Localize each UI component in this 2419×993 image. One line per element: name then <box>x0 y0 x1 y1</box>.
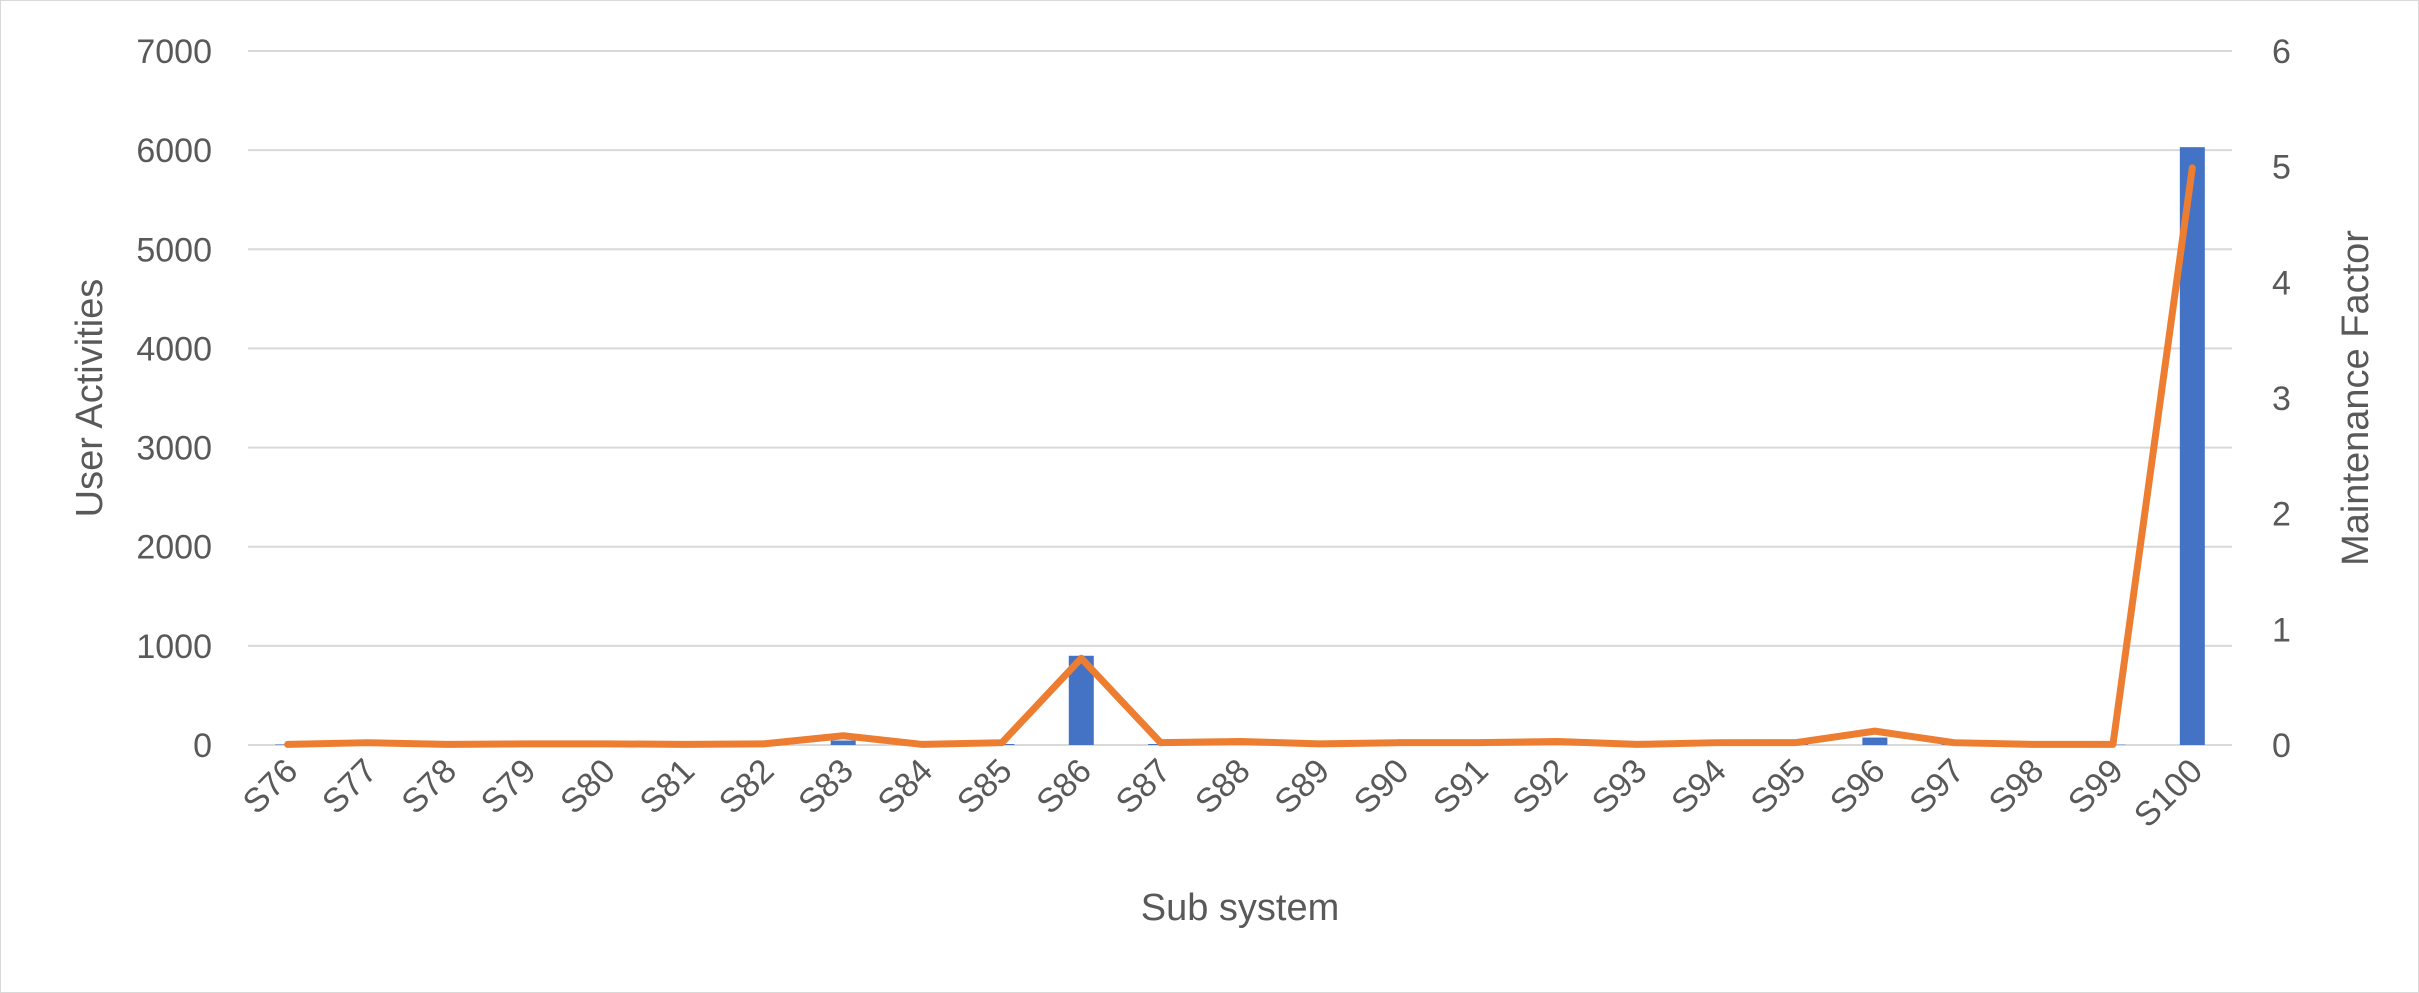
x-tick-label: S89 <box>1267 752 1337 822</box>
x-tick-label: S99 <box>2061 752 2131 822</box>
x-tick-label: S84 <box>871 752 941 822</box>
x-tick-label: S90 <box>1347 752 1417 822</box>
y-tick-label: 4000 <box>136 330 212 368</box>
y-tick-label: 2000 <box>136 529 212 567</box>
x-tick-label: S79 <box>474 752 544 822</box>
x-tick-label: S88 <box>1188 752 1258 822</box>
x-tick-label: S81 <box>632 752 702 822</box>
x-tick-label: S93 <box>1585 752 1655 822</box>
y2-tick-label: 5 <box>2272 149 2291 187</box>
y-tick-label: 7000 <box>136 33 212 71</box>
x-axis-ticks: S76 S77 S78 S79 S80 S81 S82 S83 S84 S85 S86 S87 S88 S… <box>236 752 2210 835</box>
x-tick-label: S87 <box>1109 752 1179 822</box>
x-tick-label: S92 <box>1505 752 1575 822</box>
x-tick-label: S94 <box>1664 752 1734 822</box>
x-tick-label: S86 <box>1029 752 1099 822</box>
y-tick-label: 1000 <box>136 628 212 666</box>
x-tick-label: S95 <box>1744 752 1814 822</box>
x-tick-label: S82 <box>712 752 782 822</box>
x-tick-label: S83 <box>791 752 861 822</box>
y2-tick-label: 6 <box>2272 33 2291 71</box>
line-series <box>284 164 2196 748</box>
x-tick-label: S78 <box>394 752 464 822</box>
x-axis-title: Sub system <box>1141 887 1340 929</box>
y2-axis-title: Maintenance Factor <box>2335 230 2377 566</box>
y2-tick-label: 0 <box>2272 727 2291 765</box>
y-axis-left-ticks: 0 1000 2000 3000 4000 5000 6000 7000 <box>136 33 212 765</box>
x-tick-label: S97 <box>1902 752 1972 822</box>
y-tick-label: 0 <box>193 727 212 765</box>
x-tick-label: S85 <box>950 752 1020 822</box>
y-tick-label: 5000 <box>136 231 212 269</box>
y-axis-right-ticks: 0 1 2 3 4 5 6 <box>2272 33 2291 765</box>
bar-series <box>275 147 2205 745</box>
bar-S83 <box>830 740 856 745</box>
y-axis-title: User Activities <box>69 279 111 518</box>
y-tick-label: 3000 <box>136 430 212 468</box>
x-tick-label: S96 <box>1823 752 1893 822</box>
maintenance-factor-line <box>284 164 2196 748</box>
x-tick-label: S77 <box>315 752 385 822</box>
x-tick-label: S91 <box>1426 752 1496 822</box>
x-tick-label: S80 <box>553 752 623 822</box>
y-tick-label: 6000 <box>136 132 212 170</box>
gridlines <box>248 50 2232 746</box>
bar-S96 <box>1862 737 1888 745</box>
x-tick-label: S76 <box>236 752 306 822</box>
y2-tick-label: 4 <box>2272 264 2291 302</box>
y2-tick-label: 1 <box>2272 611 2291 649</box>
x-tick-label: S100 <box>2127 752 2210 835</box>
y2-tick-label: 2 <box>2272 496 2291 534</box>
y2-tick-label: 3 <box>2272 380 2291 418</box>
x-tick-label: S98 <box>1982 752 2052 822</box>
